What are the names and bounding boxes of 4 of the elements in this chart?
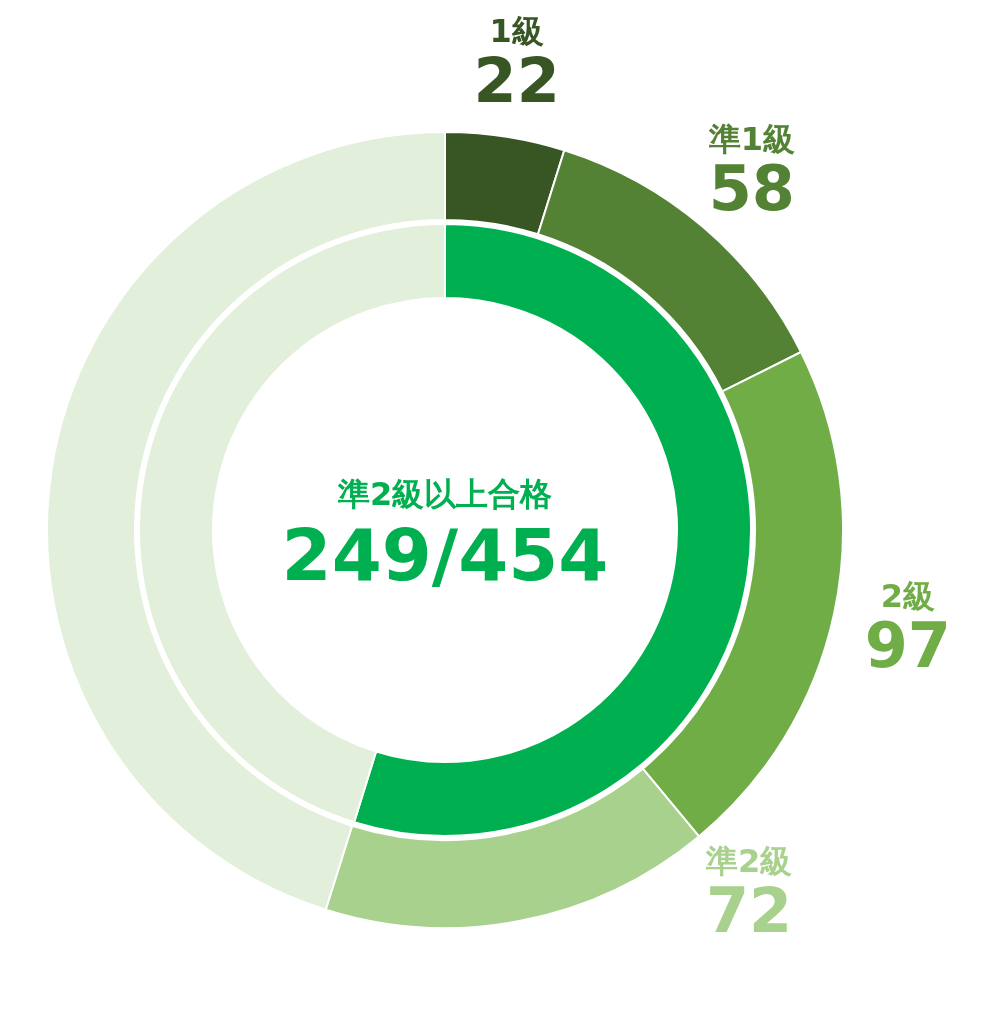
slice-label: 準1級 [707, 120, 795, 159]
text: 準2級以上合格 [336, 475, 553, 513]
slice-label: 準2級 [704, 842, 793, 881]
text: 249/454 [281, 513, 609, 597]
